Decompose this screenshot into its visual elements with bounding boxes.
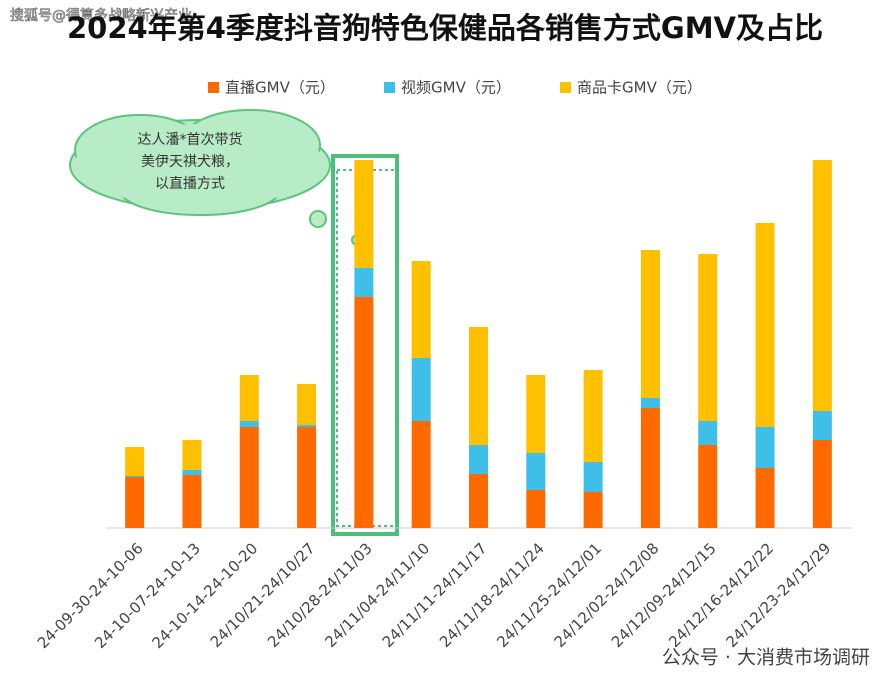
bar-segment <box>411 261 431 358</box>
x-tick-label: 24-10-14-24-10-20 <box>148 539 261 652</box>
x-tick-label: 24/12/02-24/12/08 <box>551 539 663 651</box>
x-tick-label: 24/11/04-24/11/10 <box>321 539 433 651</box>
bar-segment <box>812 160 832 411</box>
bar-segment <box>354 268 374 297</box>
x-tick-label: 24/12/16-24/12/22 <box>665 539 777 651</box>
bar-segment <box>297 425 317 427</box>
bar-segment <box>812 411 832 440</box>
bar-segment <box>640 250 660 398</box>
bar-segment <box>812 440 832 528</box>
bar-segment <box>526 453 546 490</box>
legend-swatch <box>208 82 219 93</box>
bar-segment <box>354 297 374 528</box>
watermark: 搜狐号@得算多战略新兴产业 <box>10 7 192 24</box>
bar-segment <box>125 447 145 476</box>
bar-segment <box>239 421 259 427</box>
bar-segment <box>469 327 488 445</box>
bar-segment <box>125 477 145 528</box>
bar-segment <box>354 160 374 268</box>
bar-segment <box>411 358 431 421</box>
legend-swatch <box>384 82 395 93</box>
bar-segment <box>526 375 546 453</box>
annotation: 美伊天祺犬粮， <box>141 154 239 170</box>
bar-segment <box>526 490 546 528</box>
chart-title: 2024年第4季度抖音狗特色保健品各销售方式GMV及占比 <box>67 11 823 45</box>
legend-label: 商品卡GMV（元） <box>577 79 702 97</box>
bar-segment <box>755 427 775 468</box>
bar-segment <box>182 475 202 528</box>
bar-segment <box>583 370 603 462</box>
bar-segment <box>698 254 718 421</box>
bar-segment <box>583 462 603 492</box>
bar-segment <box>640 408 660 528</box>
legend-label: 视频GMV（元） <box>401 79 511 97</box>
x-tick-label: 24/11/18-24/11/24 <box>436 539 548 651</box>
x-tick-label: 24/10/28-24/11/03 <box>264 539 376 651</box>
bar-segment <box>469 474 488 528</box>
legend-swatch <box>560 82 571 93</box>
bar-segment <box>469 445 488 474</box>
bar-segment <box>640 398 660 408</box>
bar-segment <box>297 427 317 528</box>
bar-segment <box>698 445 718 528</box>
bar-segment <box>755 223 775 427</box>
bar-segment <box>182 470 202 475</box>
bar-segment <box>125 476 145 477</box>
x-tick-label: 24/12/23-24/12/29 <box>723 539 835 651</box>
bar-segment <box>755 468 775 528</box>
bar-segment <box>297 384 317 425</box>
x-tick-label: 24/11/11-24/11/17 <box>379 539 491 651</box>
annotation-fill <box>74 114 326 211</box>
x-tick-label: 24-09-30-24-10-06 <box>34 539 147 652</box>
annotation: 达人潘*首次带货 <box>138 131 243 148</box>
bar-segment <box>239 427 259 528</box>
annotation: 以直播方式 <box>155 175 225 192</box>
bar-segment <box>182 440 202 470</box>
x-tick-label: 24/11/25-24/12/01 <box>493 539 605 651</box>
x-tick-label: 24-10-07-24-10-13 <box>91 539 204 652</box>
bar-segment <box>698 421 718 445</box>
bar-segment <box>239 375 259 421</box>
bar-segment <box>583 492 603 528</box>
x-tick-label: 24/12/09-24/12/15 <box>608 539 720 651</box>
bar-segment <box>411 421 431 528</box>
footer-source: 公众号 · 大消费市场调研 <box>662 647 870 669</box>
legend-label: 直播GMV（元） <box>225 79 335 97</box>
x-tick-label: 24/10/21-24/10/27 <box>207 539 319 651</box>
